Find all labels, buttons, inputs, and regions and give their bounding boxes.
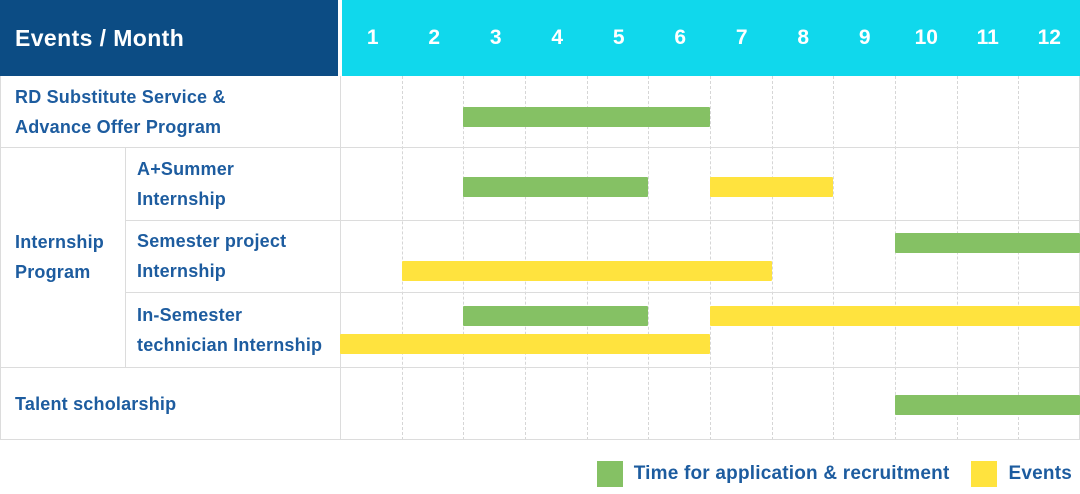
month-header-label: 11 [976, 26, 999, 49]
row-label-0-line: RD Substitute Service & [15, 87, 226, 107]
month-gridline [772, 76, 773, 440]
month-header-label: 8 [797, 26, 810, 49]
gantt-bar-event [710, 177, 833, 197]
row-separator [0, 147, 1080, 148]
row-separator [125, 292, 1080, 293]
group-label-internship-program-line: Program [15, 262, 91, 282]
row-label-0: RD Substitute Service & Advance Offer Pro… [15, 82, 226, 142]
month-header-label: 1 [366, 26, 379, 49]
month-header-label: 7 [735, 26, 748, 49]
legend-entry-application: Time for application & recruitment [596, 461, 950, 487]
row-label-4: Talent scholarship [15, 389, 176, 419]
month-gridline [587, 76, 588, 440]
table-border-left [0, 76, 1, 440]
gantt-bar-event [402, 261, 772, 281]
month-header-label: 9 [858, 26, 871, 49]
month-header-label: 6 [674, 26, 687, 49]
month-gridline [402, 76, 403, 440]
month-header-label: 12 [1037, 26, 1061, 49]
month-header-label: 5 [612, 26, 625, 49]
legend-swatch-event [971, 461, 998, 487]
row-label-2: Semester project Internship [137, 226, 286, 286]
legend-label-event: Events [1008, 463, 1072, 484]
header-title: Events / Month [15, 24, 185, 51]
row-label-3: In-Semester technician Internship [137, 300, 322, 360]
gantt-bar-event [710, 306, 1080, 326]
row-label-3-line: In-Semester [137, 305, 243, 325]
legend-entry-event: Events [971, 461, 1072, 487]
gantt-bar-application [895, 233, 1080, 253]
group-label-internship-program: Internship Program [15, 227, 104, 287]
legend: Time for application & recruitment Events [596, 458, 1072, 490]
gantt-bar-event [340, 334, 710, 354]
month-header-label: 3 [489, 26, 502, 49]
month-header-label: 2 [428, 26, 441, 49]
month-header-label: 4 [551, 26, 564, 49]
row-label-1-line: A+Summer [137, 159, 235, 179]
month-header-row: 1 2 3 4 5 6 7 8 9 10 11 12 [342, 0, 1080, 76]
row-separator [0, 367, 1080, 368]
legend-swatch-application [596, 461, 623, 487]
row-separator [125, 220, 1080, 221]
gantt-bar-application [463, 107, 710, 127]
label-month-divider [340, 76, 341, 440]
row-separator [0, 439, 1080, 440]
gantt-bar-application [463, 177, 648, 197]
gantt-bar-application [463, 306, 648, 326]
month-gridline [957, 76, 958, 440]
group-label-internship-program-line: Internship [15, 232, 105, 252]
gantt-bar-application [895, 395, 1080, 415]
month-gridline [833, 76, 834, 440]
month-gridline [648, 76, 649, 440]
month-gridline [525, 76, 526, 440]
month-gridline [710, 76, 711, 440]
group-sublabel-divider [125, 147, 126, 367]
row-label-4-line: Talent scholarship [15, 394, 177, 414]
legend-label-application: Time for application & recruitment [633, 463, 950, 484]
row-label-0-line: Advance Offer Program [15, 117, 222, 137]
month-gridline [1018, 76, 1019, 440]
row-label-1: A+Summer Internship [137, 154, 234, 214]
row-label-2-line: Internship [137, 261, 227, 281]
table-header-cell: Events / Month [0, 0, 338, 76]
row-label-3-line: technician Internship [137, 335, 323, 355]
row-label-2-line: Semester project [137, 231, 287, 251]
month-header-label: 10 [914, 26, 938, 49]
row-label-1-line: Internship [137, 189, 227, 209]
month-gridline [463, 76, 464, 440]
month-gridline [895, 76, 896, 440]
